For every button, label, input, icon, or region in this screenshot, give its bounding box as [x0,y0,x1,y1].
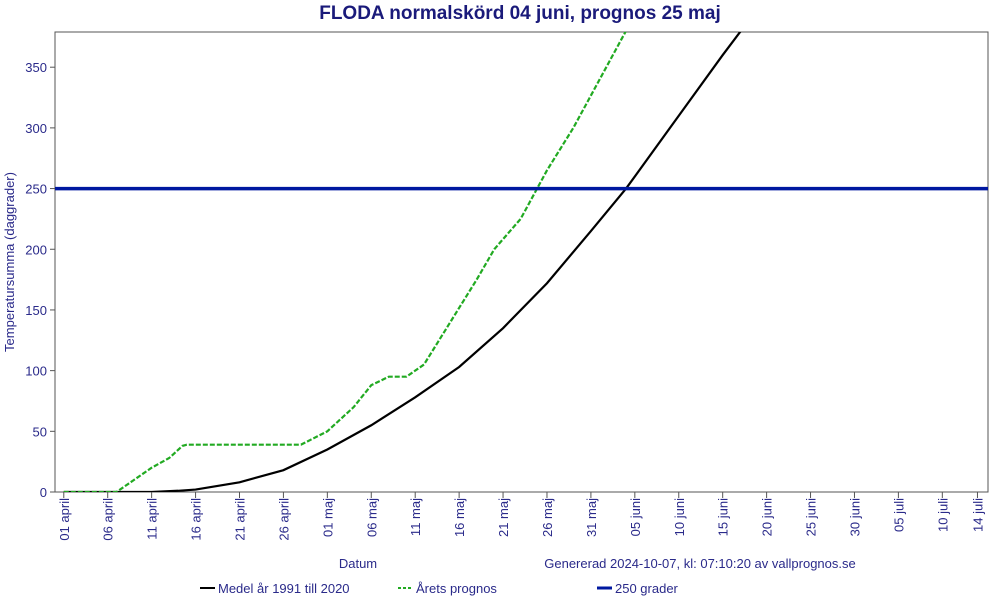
x-tick-label: 21 maj [496,498,511,537]
note: Genererad 2024-10-07, kl: 07:10:20 av va… [544,556,855,571]
y-tick-label: 0 [40,485,47,500]
y-axis-label: Temperatursumma (daggrader) [2,172,17,352]
chart-title: FLODA normalskörd 04 juni, prognos 25 ma… [319,3,721,24]
x-tick-label: 10 juni [672,498,687,536]
x-tick-label: 05 juni [628,498,643,536]
x-tick-label: 05 juli [891,498,906,532]
x-tick-label: 11 maj [408,498,423,536]
x-tick-label: 20 juni [760,498,775,536]
legend-label: 250 grader [615,581,679,596]
y-tick-label: 200 [25,242,47,257]
x-tick-label: 06 april [101,498,116,541]
y-tick-label: 350 [25,60,47,75]
x-tick-label: 01 maj [320,498,335,537]
y-tick-label: 100 [25,364,47,379]
plot-frame [54,31,989,493]
y-tick-label: 250 [25,182,47,197]
series-line [63,32,627,492]
x-tick-label: 21 april [232,498,247,541]
legend-label: Medel år 1991 till 2020 [218,581,350,596]
x-tick-label: 26 maj [540,498,555,537]
x-tick-label: 31 maj [584,498,599,537]
x-tick-label: 16 maj [452,498,467,537]
series-line [63,32,742,492]
x-tick-label: 25 juni [804,498,819,536]
legend-label: Årets prognos [416,581,497,596]
x-tick-label: 26 april [276,498,291,541]
x-tick-label: 11 april [145,498,160,540]
x-tick-label: 10 juli [935,498,950,532]
x-axis-label: Datum [339,556,377,571]
y-tick-label: 50 [33,424,47,439]
x-tick-label: 30 juni [847,498,862,536]
x-tick-label: 06 maj [364,498,379,537]
x-tick-label: 01 april [57,498,72,541]
x-tick-label: 16 april [189,498,204,541]
y-tick-label: 150 [25,303,47,318]
x-tick-label: 14 juli [970,498,985,532]
x-tick-label: 15 juni [716,498,731,536]
y-tick-label: 300 [25,121,47,136]
